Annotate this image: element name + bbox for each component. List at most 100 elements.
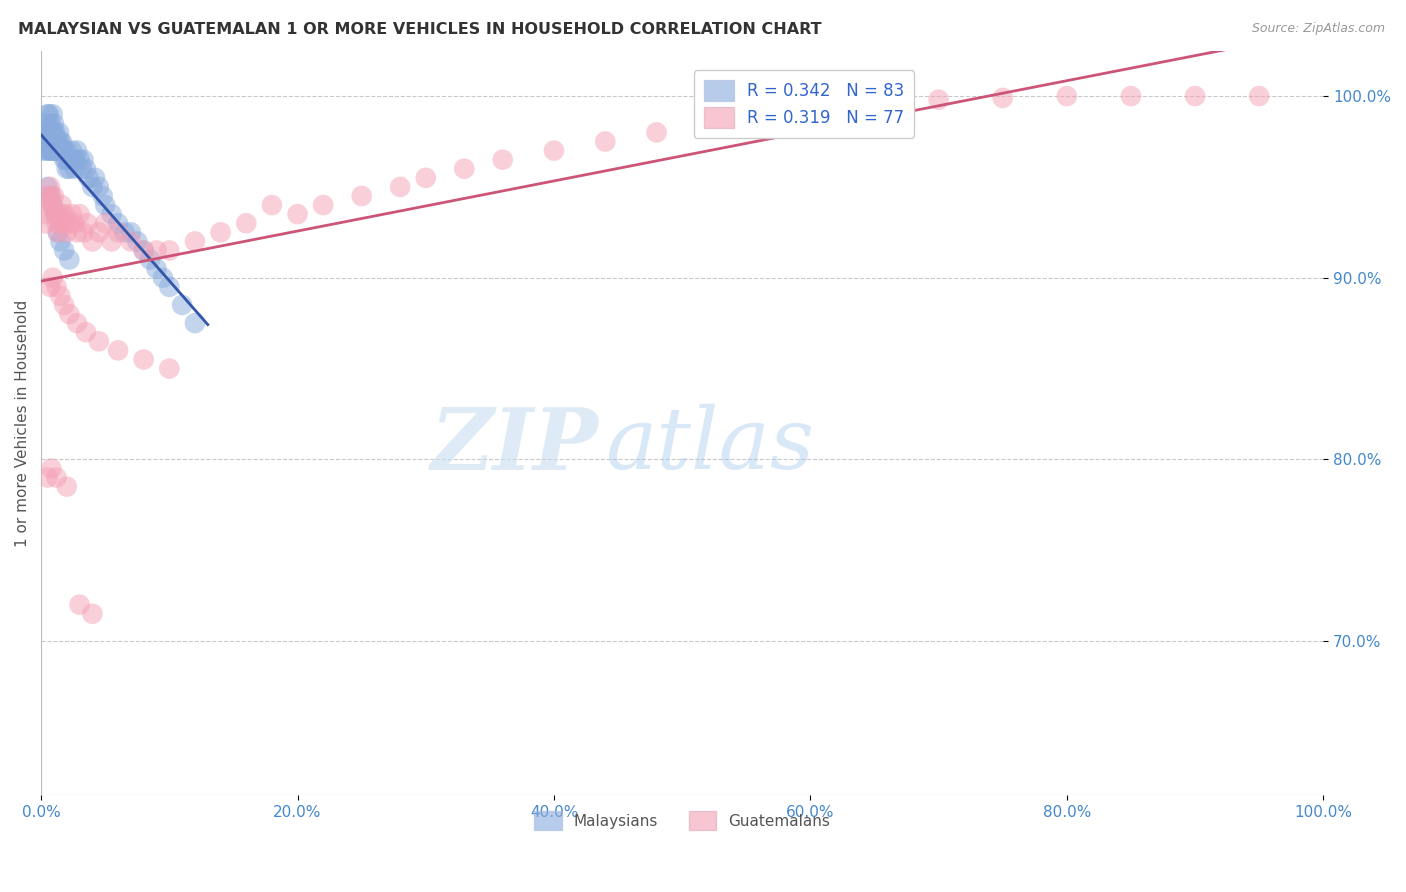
Point — [42, 144, 65, 158]
Point — [82, 180, 104, 194]
Point — [56, 153, 79, 167]
Point — [75, 161, 97, 176]
Point — [107, 343, 129, 358]
Point — [38, 135, 60, 149]
Point — [82, 235, 104, 249]
Point — [44, 144, 66, 158]
Point — [120, 235, 142, 249]
Point — [51, 144, 73, 158]
Point — [42, 135, 65, 149]
Point — [748, 107, 770, 121]
Point — [51, 135, 73, 149]
Text: Source: ZipAtlas.com: Source: ZipAtlas.com — [1251, 22, 1385, 36]
Point — [46, 225, 69, 239]
Point — [145, 261, 167, 276]
Point — [69, 598, 91, 612]
Point — [152, 270, 174, 285]
Point — [53, 207, 76, 221]
Point — [53, 244, 76, 258]
Text: MALAYSIAN VS GUATEMALAN 1 OR MORE VEHICLES IN HOUSEHOLD CORRELATION CHART: MALAYSIAN VS GUATEMALAN 1 OR MORE VEHICL… — [18, 22, 823, 37]
Point — [41, 125, 63, 139]
Point — [41, 461, 63, 475]
Point — [157, 280, 180, 294]
Point — [94, 216, 117, 230]
Point — [58, 307, 80, 321]
Point — [69, 207, 91, 221]
Point — [42, 189, 65, 203]
Point — [39, 135, 62, 149]
Point — [799, 102, 821, 116]
Point — [94, 198, 117, 212]
Point — [53, 153, 76, 167]
Point — [45, 144, 67, 158]
Point — [35, 207, 58, 221]
Point — [62, 153, 84, 167]
Point — [132, 352, 155, 367]
Point — [1119, 89, 1142, 103]
Point — [41, 107, 63, 121]
Point — [48, 144, 70, 158]
Point — [37, 135, 59, 149]
Point — [127, 235, 149, 249]
Point — [53, 298, 76, 312]
Point — [39, 125, 62, 139]
Point — [65, 153, 87, 167]
Point — [66, 316, 89, 330]
Point — [45, 470, 67, 484]
Point — [87, 334, 110, 349]
Point — [120, 225, 142, 239]
Point — [37, 107, 59, 121]
Point — [91, 189, 114, 203]
Point — [157, 244, 180, 258]
Point — [184, 235, 207, 249]
Point — [34, 216, 56, 230]
Point — [59, 153, 82, 167]
Point — [44, 207, 66, 221]
Point — [55, 216, 77, 230]
Point — [415, 170, 437, 185]
Point — [37, 180, 59, 194]
Point — [184, 316, 207, 330]
Point — [48, 216, 70, 230]
Point — [157, 361, 180, 376]
Point — [49, 289, 72, 303]
Point — [389, 180, 412, 194]
Point — [132, 244, 155, 258]
Point — [312, 198, 335, 212]
Point — [41, 198, 63, 212]
Point — [63, 161, 86, 176]
Point — [46, 135, 69, 149]
Point — [84, 170, 107, 185]
Point — [58, 252, 80, 267]
Text: atlas: atlas — [605, 404, 814, 487]
Point — [39, 280, 62, 294]
Point — [77, 170, 100, 185]
Point — [37, 470, 59, 484]
Point — [593, 135, 616, 149]
Point — [52, 144, 75, 158]
Point — [72, 153, 94, 167]
Point — [350, 189, 373, 203]
Point — [72, 225, 94, 239]
Point — [107, 216, 129, 230]
Point — [51, 198, 73, 212]
Point — [100, 235, 122, 249]
Point — [145, 244, 167, 258]
Point — [41, 125, 63, 139]
Point — [63, 216, 86, 230]
Point — [60, 207, 83, 221]
Point — [87, 180, 110, 194]
Point — [75, 325, 97, 339]
Point — [41, 270, 63, 285]
Point — [991, 91, 1014, 105]
Point — [260, 198, 283, 212]
Point — [39, 116, 62, 130]
Point — [34, 135, 56, 149]
Point — [70, 161, 93, 176]
Point — [45, 216, 67, 230]
Point — [49, 135, 72, 149]
Point — [76, 216, 98, 230]
Point — [82, 607, 104, 621]
Point — [139, 252, 162, 267]
Point — [41, 144, 63, 158]
